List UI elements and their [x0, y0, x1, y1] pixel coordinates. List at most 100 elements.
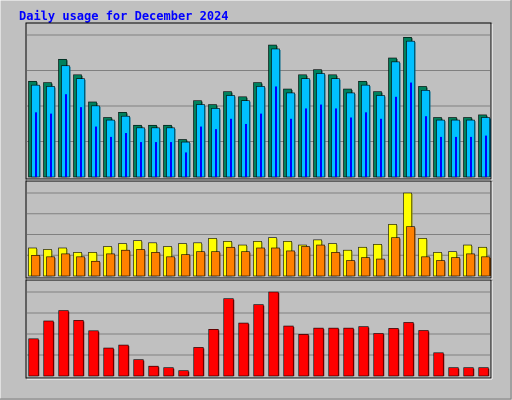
bar-sites [31, 255, 41, 277]
bar-sites [481, 256, 491, 277]
bar-sites-face [181, 254, 190, 277]
bar-kbytes [118, 344, 130, 377]
bar-kbytes-face [178, 370, 189, 377]
panel-kbytes [25, 279, 493, 380]
bar-sites-face [76, 256, 85, 277]
bar-sites [331, 252, 341, 277]
bar-kbytes-face [433, 352, 444, 377]
bar-sites-face [151, 252, 160, 277]
bar-kbytes-face [358, 326, 369, 377]
bar-files [380, 118, 382, 177]
bar-sites-face [421, 256, 430, 277]
bar-kbytes-face [343, 327, 354, 377]
bar-sites-face [436, 260, 445, 277]
bar-files [455, 136, 457, 177]
bar-sites [256, 247, 266, 277]
bar-files [425, 116, 427, 177]
bar-kbytes-face [43, 320, 54, 377]
bar-kbytes-face [373, 333, 384, 377]
bar-kbytes [133, 359, 145, 377]
bar-kbytes-face [463, 367, 474, 377]
bar-sites-face [226, 246, 235, 277]
bar-kbytes [373, 333, 385, 377]
bar-files [215, 129, 217, 177]
bar-sites [121, 249, 131, 277]
bar-files [80, 107, 82, 177]
bar-sites [166, 256, 176, 277]
bar-files [440, 136, 442, 177]
bar-sites-face [331, 252, 340, 277]
bar-kbytes [388, 328, 400, 377]
bar-files [50, 113, 52, 177]
bar-sites-face [241, 251, 250, 277]
bar-files [335, 108, 337, 177]
bar-sites-face [451, 257, 460, 277]
bar-sites-face [256, 247, 265, 277]
bar-kbytes [208, 329, 220, 377]
bar-files [350, 117, 352, 177]
bar-kbytes [403, 322, 415, 377]
bar-sites-face [361, 257, 370, 277]
bar-sites-face [211, 251, 220, 277]
bar-kbytes-face [388, 328, 399, 377]
bar-sites-face [346, 260, 355, 277]
bar-kbytes [463, 367, 475, 377]
bar-sites [316, 244, 326, 277]
bar-files [260, 113, 262, 177]
bar-kbytes-face [283, 325, 294, 377]
bar-sites [61, 253, 71, 277]
bar-files [320, 104, 322, 177]
bar-files [305, 108, 307, 177]
bar-kbytes [178, 370, 190, 377]
bar-sites [91, 260, 101, 277]
chart-panels [25, 22, 493, 380]
chart-title: Daily usage for December 2024 [19, 9, 229, 23]
bar-kbytes [238, 322, 250, 377]
bar-kbytes [103, 347, 115, 377]
bar-sites-face [481, 256, 490, 277]
bar-kbytes-face [268, 291, 279, 377]
bar-sites-face [286, 250, 295, 277]
bar-sites-face [166, 256, 175, 277]
bar-kbytes-face [253, 304, 264, 377]
bar-kbytes [358, 326, 370, 377]
bar-kbytes-face [298, 334, 309, 377]
bar-kbytes-face [313, 327, 324, 377]
bar-sites-face [301, 246, 310, 277]
bar-sites-face [466, 253, 475, 277]
bar-sites [196, 251, 206, 277]
bar-sites [271, 247, 281, 277]
bar-kbytes-face [328, 327, 339, 377]
bar-sites [346, 260, 356, 277]
bar-sites [181, 254, 191, 277]
bar-sites [361, 257, 371, 277]
bar-kbytes [298, 334, 310, 377]
bar-files [110, 136, 112, 177]
bar-sites [76, 256, 86, 277]
bar-kbytes-face [238, 322, 249, 377]
bar-kbytes-face [58, 310, 69, 377]
bar-sites [151, 252, 161, 277]
bar-kbytes [88, 330, 100, 377]
bar-kbytes [148, 365, 160, 377]
bar-files [290, 118, 292, 177]
bar-sites-face [61, 253, 70, 277]
bar-sites-face [196, 251, 205, 277]
bar-kbytes [433, 352, 445, 377]
bar-sites [421, 256, 431, 277]
bar-kbytes-face [118, 344, 129, 377]
bar-kbytes [328, 327, 340, 377]
panel-hits [25, 22, 493, 181]
bar-sites [46, 256, 56, 277]
bar-sites-face [376, 258, 385, 277]
bar-sites [376, 258, 386, 277]
bar-kbytes-face [418, 330, 429, 377]
bar-sites-face [406, 226, 415, 277]
bar-sites [286, 250, 296, 277]
bar-sites [391, 237, 401, 277]
bar-kbytes-face [478, 367, 489, 377]
bar-files [395, 96, 397, 177]
bar-kbytes-face [448, 367, 459, 377]
bar-kbytes [73, 320, 85, 377]
